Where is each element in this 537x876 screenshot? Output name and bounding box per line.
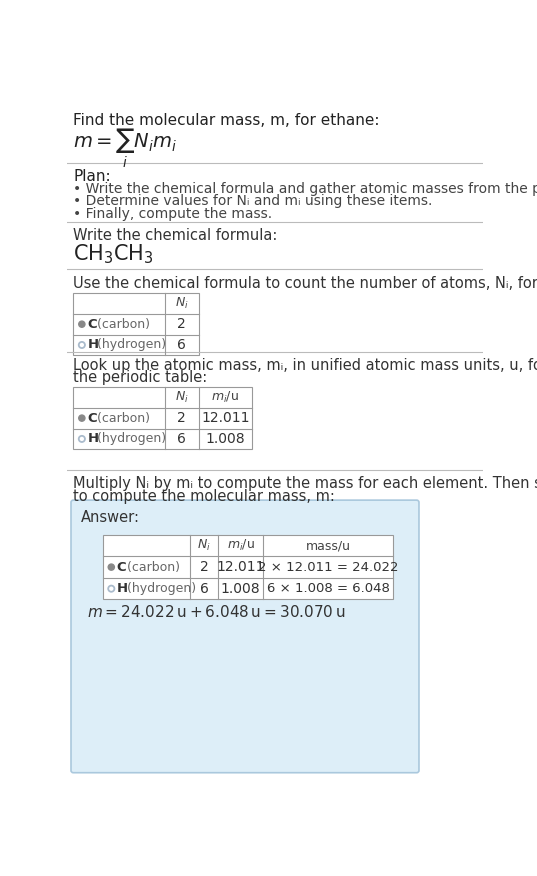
Text: H: H xyxy=(117,583,128,595)
Text: • Finally, compute the mass.: • Finally, compute the mass. xyxy=(74,207,272,221)
Text: Find the molecular mass, m, for ethane:: Find the molecular mass, m, for ethane: xyxy=(74,113,380,128)
Text: (hydrogen): (hydrogen) xyxy=(123,583,196,595)
Text: $N_i$: $N_i$ xyxy=(175,296,188,311)
Text: • Determine values for Nᵢ and mᵢ using these items.: • Determine values for Nᵢ and mᵢ using t… xyxy=(74,194,433,208)
Text: 1.008: 1.008 xyxy=(221,582,260,596)
Text: Write the chemical formula:: Write the chemical formula: xyxy=(74,229,278,244)
Text: C: C xyxy=(88,412,97,425)
Text: (carbon): (carbon) xyxy=(93,412,150,425)
Bar xyxy=(103,534,394,599)
FancyBboxPatch shape xyxy=(71,500,419,773)
Text: C: C xyxy=(88,318,97,330)
Text: mass/u: mass/u xyxy=(306,539,351,552)
Text: • Write the chemical formula and gather atomic masses from the periodic table.: • Write the chemical formula and gather … xyxy=(74,182,537,196)
Bar xyxy=(74,387,251,449)
Text: 6: 6 xyxy=(200,582,209,596)
Text: 2: 2 xyxy=(200,560,209,574)
Text: to compute the molecular mass, m:: to compute the molecular mass, m: xyxy=(74,489,335,504)
Text: (carbon): (carbon) xyxy=(123,561,180,574)
Circle shape xyxy=(79,415,85,421)
Text: $N_i$: $N_i$ xyxy=(175,390,188,405)
Text: (hydrogen): (hydrogen) xyxy=(93,433,166,445)
Text: H: H xyxy=(88,433,98,445)
Text: 2: 2 xyxy=(177,411,186,425)
Text: Answer:: Answer: xyxy=(81,510,140,525)
Text: (carbon): (carbon) xyxy=(93,318,150,330)
Text: 6 × 1.008 = 6.048: 6 × 1.008 = 6.048 xyxy=(267,583,390,595)
Text: 12.011: 12.011 xyxy=(216,560,265,574)
Circle shape xyxy=(108,585,114,592)
Text: Multiply Nᵢ by mᵢ to compute the mass for each element. Then sum those values: Multiply Nᵢ by mᵢ to compute the mass fo… xyxy=(74,477,537,491)
Text: Use the chemical formula to count the number of atoms, Nᵢ, for each element:: Use the chemical formula to count the nu… xyxy=(74,276,537,291)
Text: 6: 6 xyxy=(177,338,186,352)
Circle shape xyxy=(79,436,85,442)
Text: $m = 24.022\,\mathrm{u} + 6.048\,\mathrm{u} = 30.070\,\mathrm{u}$: $m = 24.022\,\mathrm{u} + 6.048\,\mathrm… xyxy=(88,604,346,620)
Text: (hydrogen): (hydrogen) xyxy=(93,338,166,351)
Text: Plan:: Plan: xyxy=(74,169,111,184)
Text: the periodic table:: the periodic table: xyxy=(74,370,208,385)
Text: C: C xyxy=(117,561,126,574)
Bar xyxy=(74,293,199,356)
Text: H: H xyxy=(88,338,98,351)
Text: 6: 6 xyxy=(177,432,186,446)
Text: 12.011: 12.011 xyxy=(201,411,250,425)
Text: $\mathrm{CH_3CH_3}$: $\mathrm{CH_3CH_3}$ xyxy=(74,242,154,265)
Text: $m_i$/u: $m_i$/u xyxy=(211,390,239,405)
Text: $m_i$/u: $m_i$/u xyxy=(227,538,255,553)
Text: 2: 2 xyxy=(177,317,186,331)
Text: Look up the atomic mass, mᵢ, in unified atomic mass units, u, for each element i: Look up the atomic mass, mᵢ, in unified … xyxy=(74,357,537,372)
Text: $N_i$: $N_i$ xyxy=(198,538,211,553)
Text: 1.008: 1.008 xyxy=(206,432,245,446)
Text: 2 × 12.011 = 24.022: 2 × 12.011 = 24.022 xyxy=(258,561,398,574)
Circle shape xyxy=(79,321,85,328)
Text: $m = \sum_i N_i m_i$: $m = \sum_i N_i m_i$ xyxy=(74,127,178,170)
Circle shape xyxy=(79,342,85,348)
Circle shape xyxy=(108,564,114,570)
